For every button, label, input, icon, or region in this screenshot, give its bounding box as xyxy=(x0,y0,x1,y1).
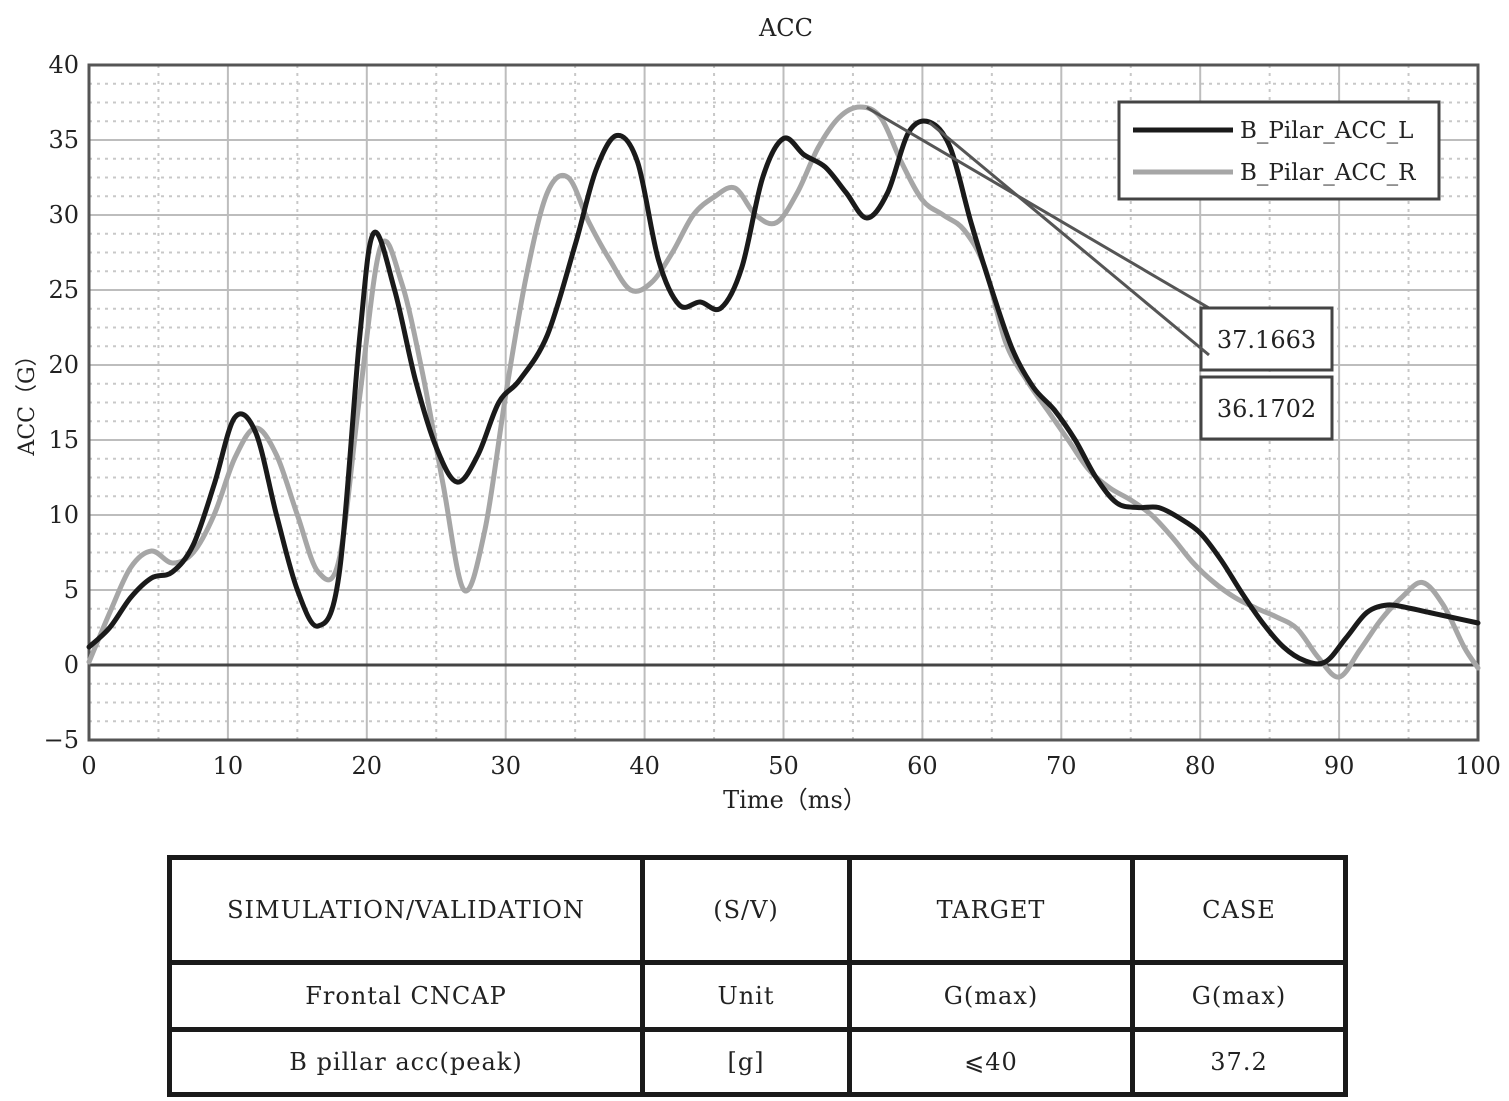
x-tick-label: 10 xyxy=(213,752,244,780)
acc-line-chart: ACC 0 10 20 30 40 50 60 70 80 90 100−5051015202530… xyxy=(15,14,1501,814)
table-cell: SIMULATION/VALIDATION xyxy=(167,855,645,965)
x-tick-label: 0 xyxy=(81,752,96,780)
table-cell: G(max) xyxy=(1130,960,1348,1032)
annotation-box xyxy=(1199,306,1334,372)
plot-frame xyxy=(87,63,1480,742)
table-row: Frontal CNCAP Unit G(max) G(max) xyxy=(167,960,1348,1032)
table-cell: [g] xyxy=(640,1027,852,1097)
table-cell: TARGET xyxy=(847,855,1135,965)
y-tick-label: 10 xyxy=(48,501,79,529)
annotation-box xyxy=(1199,375,1334,441)
x-tick-label: 90 xyxy=(1324,752,1355,780)
peak-annotations: 37.1663 36.1702 xyxy=(866,106,1334,441)
chart-legend: B_Pilar_ACC_L B_Pilar_ACC_R xyxy=(1117,100,1441,201)
y-tick-label: 15 xyxy=(48,426,79,454)
legend-label-r: B_Pilar_ACC_R xyxy=(1240,160,1416,186)
x-tick-label: 70 xyxy=(1046,752,1077,780)
annotation-leader xyxy=(928,121,1210,357)
x-tick-label: 100 xyxy=(1455,752,1501,780)
y-tick-label: 40 xyxy=(48,51,79,79)
table-cell: CASE xyxy=(1130,855,1348,965)
table-cell: ⩽40 xyxy=(847,1027,1135,1097)
x-axis-label: Time（ms） xyxy=(723,786,867,814)
table-cell: 37.2 xyxy=(1130,1027,1348,1097)
table-cell: (S/V) xyxy=(640,855,852,965)
y-tick-label: 30 xyxy=(48,201,79,229)
y-tick-label: 25 xyxy=(48,276,79,304)
table-cell: G(max) xyxy=(847,960,1135,1032)
annotation-leader xyxy=(866,106,1210,310)
x-tick-label: 80 xyxy=(1185,752,1216,780)
x-tick-label: 50 xyxy=(768,752,799,780)
legend-label-l: B_Pilar_ACC_L xyxy=(1240,118,1413,144)
table-header-row: SIMULATION/VALIDATION (S/V) TARGET CASE xyxy=(167,855,1348,965)
y-tick-label: 20 xyxy=(48,351,79,379)
results-table: SIMULATION/VALIDATION (S/V) TARGET CASE … xyxy=(167,855,1348,1097)
annotation-label: 36.1702 xyxy=(1217,395,1316,423)
x-tick-label: 40 xyxy=(629,752,660,780)
chart-title: ACC xyxy=(758,14,813,42)
x-tick-label: 60 xyxy=(907,752,938,780)
x-tick-label: 30 xyxy=(490,752,521,780)
table-cell: Unit xyxy=(640,960,852,1032)
table-cell: Frontal CNCAP xyxy=(167,960,645,1032)
table-row: B pillar acc(peak) [g] ⩽40 37.2 xyxy=(167,1027,1348,1097)
table-cell: B pillar acc(peak) xyxy=(167,1027,645,1097)
annotation-label: 37.1663 xyxy=(1217,326,1316,354)
y-tick-label: −5 xyxy=(44,726,79,754)
series-layer xyxy=(86,104,1481,680)
y-axis-label: ACC（G） xyxy=(15,344,40,456)
y-tick-label: 0 xyxy=(64,651,79,679)
y-tick-label: 35 xyxy=(48,126,79,154)
x-tick-label: 20 xyxy=(352,752,383,780)
series-line-l xyxy=(86,118,1481,667)
y-tick-label: 5 xyxy=(64,576,79,604)
legend-box xyxy=(1117,100,1441,201)
